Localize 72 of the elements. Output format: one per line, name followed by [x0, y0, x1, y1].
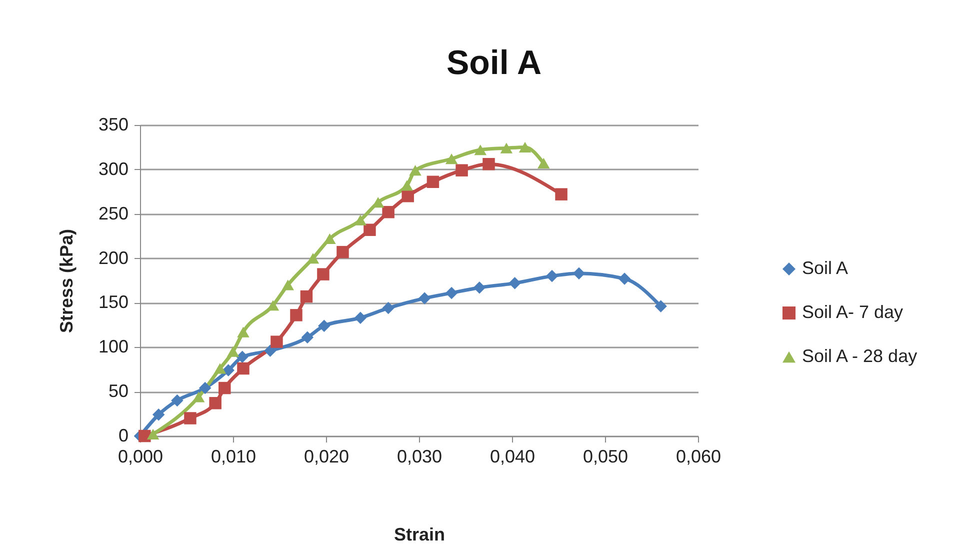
y-tick-label: 350	[98, 114, 128, 134]
point	[184, 412, 196, 424]
point	[282, 280, 294, 290]
point	[445, 153, 458, 164]
x-tick-label: 0,020	[304, 446, 350, 466]
point	[318, 320, 330, 332]
x-tick-label: 0,010	[210, 446, 256, 466]
point	[264, 344, 276, 357]
point	[400, 180, 414, 191]
point	[555, 188, 568, 200]
point	[222, 364, 234, 376]
point	[654, 300, 667, 312]
point	[214, 363, 226, 374]
point	[482, 158, 495, 170]
point	[152, 408, 165, 421]
point	[354, 214, 367, 226]
point	[382, 206, 394, 218]
point	[301, 331, 314, 344]
point	[474, 144, 487, 156]
point	[618, 272, 631, 285]
point	[138, 430, 151, 442]
point	[402, 190, 414, 202]
point	[409, 165, 422, 176]
x-tick-label: 0,000	[118, 446, 164, 466]
y-axis-title: Stress (kPa)	[56, 228, 76, 334]
point	[306, 252, 320, 264]
chart-title: Soil A	[446, 44, 542, 82]
legend-label: Soil A - 28 day	[802, 346, 918, 366]
point	[418, 292, 431, 304]
point	[236, 350, 248, 364]
point	[426, 176, 440, 188]
point	[382, 302, 394, 314]
point	[546, 270, 558, 282]
point	[336, 246, 349, 258]
point	[572, 267, 586, 280]
point	[192, 392, 205, 402]
point	[146, 428, 160, 440]
point	[456, 164, 468, 176]
point	[473, 281, 486, 294]
x-tick-label: 0,050	[582, 446, 628, 466]
point	[317, 268, 330, 280]
point	[171, 394, 184, 407]
point	[500, 142, 513, 154]
point	[226, 346, 240, 357]
x-tick-label: 0,040	[490, 446, 536, 466]
point	[290, 309, 302, 322]
legend-label: Soil A- 7 day	[802, 302, 904, 322]
point	[508, 277, 521, 290]
y-tick-label: 300	[98, 158, 128, 179]
y-tick-label: 150	[98, 292, 128, 312]
y-tick-label: 200	[98, 248, 128, 268]
y-tick-label: 100	[98, 336, 128, 357]
x-axis-title: Strain	[394, 524, 446, 544]
point	[324, 233, 336, 244]
legend-label: Soil A	[802, 258, 848, 278]
point	[518, 142, 532, 153]
point	[218, 382, 231, 394]
point	[209, 397, 222, 410]
point	[237, 326, 250, 338]
point	[300, 290, 313, 303]
y-tick-label: 50	[108, 381, 128, 402]
y-tick-label: 250	[98, 203, 128, 224]
point	[537, 158, 550, 169]
point	[364, 224, 376, 236]
x-tick-label: 0,030	[396, 446, 442, 466]
x-tick-label: 0,060	[676, 446, 722, 466]
point	[445, 286, 458, 300]
point	[270, 336, 283, 348]
point	[198, 382, 212, 394]
point	[354, 312, 367, 324]
point	[237, 362, 250, 375]
y-tick-label: 0	[118, 426, 128, 446]
